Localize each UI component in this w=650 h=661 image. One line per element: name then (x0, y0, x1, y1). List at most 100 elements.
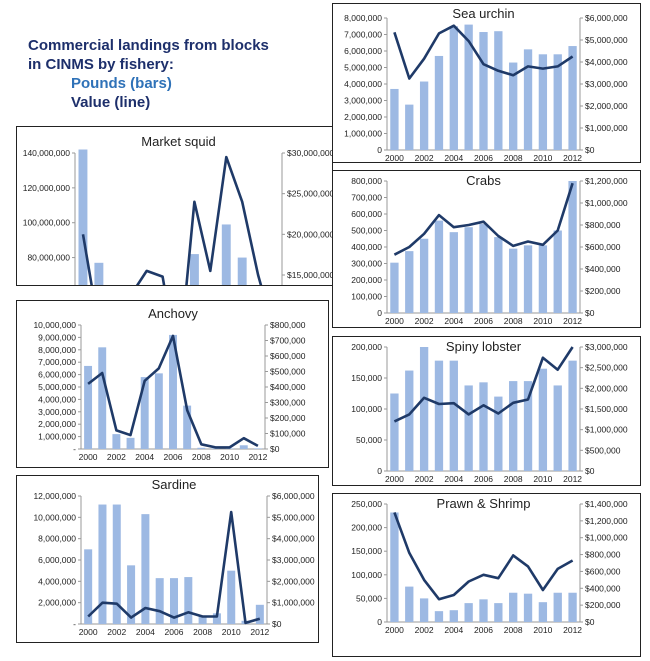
y-tick-label-left: 7,000,000 (38, 357, 76, 367)
y-tick-label-left: 100,000 (351, 404, 382, 414)
x-tick-label: 2012 (563, 153, 582, 162)
y-tick-label-left: 2,000,000 (38, 598, 76, 608)
chart-panel-sea-urchin: Sea urchin 8,000,000 7,000,000 6,000,000 5,0… (332, 3, 641, 163)
y-tick-label-left: 200,000 (351, 523, 382, 533)
bar-pounds-2003 (434, 220, 444, 313)
y-tick-label-right: $3,000,000 (585, 342, 628, 352)
y-tick-label-left: 7,000,000 (344, 30, 382, 40)
bar-pounds-2007 (183, 405, 192, 449)
y-tick-label-left: 2,000,000 (38, 419, 76, 429)
y-tick-label-left: 2,000,000 (344, 112, 382, 122)
y-tick-label-right: $600,000 (585, 566, 621, 576)
bar-pounds-2010 (538, 602, 548, 622)
bar-pounds-2003 (127, 565, 136, 624)
chart-crabs: Crabs 800,000 700,000 600,000 500,000 400,000… (351, 173, 628, 326)
line-value (81, 155, 263, 285)
bar-pounds-2001 (405, 370, 414, 471)
bar-pounds-2000 (390, 512, 399, 622)
x-tick-label: 2012 (248, 452, 267, 462)
bar-pounds-2002 (419, 238, 429, 313)
y-tick-label-right: $1,000,000 (272, 598, 315, 608)
y-tick-label-left: 1,000,000 (38, 432, 76, 442)
y-tick-label-right: $2,000,000 (585, 383, 628, 393)
bar-pounds-2006 (479, 382, 488, 471)
bar-pounds-2006 (479, 32, 488, 150)
line-value (393, 24, 574, 80)
bar-pounds-2008 (197, 447, 206, 449)
line-value (87, 510, 261, 625)
y-tick-label-right: $1,500,000 (585, 404, 628, 414)
y-tick-label-left: 4,000,000 (38, 394, 76, 404)
y-tick-label-left: 200,000 (351, 342, 382, 352)
bar-pounds-2007 (494, 396, 503, 471)
x-tick-label: 2000 (385, 474, 404, 484)
bar-pounds-2012 (568, 181, 577, 313)
bar-pounds-2011 (239, 445, 248, 449)
y-tick-label-left: 6,000,000 (38, 370, 76, 380)
y-tick-label-right: $600,000 (270, 351, 306, 361)
x-tick-label: 2000 (79, 627, 98, 637)
bar-pounds-2004 (449, 360, 458, 471)
y-tick-label-right: $400,000 (270, 382, 306, 392)
bar-pounds-2008 (198, 615, 207, 624)
bar-pounds-2004 (141, 514, 150, 624)
y-tick-label-left: 100,000 (351, 570, 382, 580)
y-tick-label-right: $200,000 (585, 286, 621, 296)
y-tick-label-right: $1,200,000 (585, 516, 628, 526)
bar-pounds-2011 (553, 592, 562, 622)
x-tick-label: 2002 (415, 625, 434, 635)
x-tick-label: 2010 (533, 153, 552, 162)
y-tick-label-left: 150,000 (351, 546, 382, 556)
bar-pounds-2002 (419, 347, 429, 471)
y-tick-label-right: $1,400,000 (585, 499, 628, 509)
bar-pounds-2005 (154, 373, 163, 449)
bar-pounds-2001 (405, 104, 414, 150)
x-tick-label: 2006 (474, 474, 493, 484)
y-tick-label-left: 100,000 (351, 292, 382, 302)
y-tick-label-left: 120,000,000 (23, 183, 71, 193)
y-tick-label-right: $5,000,000 (272, 512, 315, 522)
y-tick-label-right: $2,000,000 (585, 101, 628, 111)
y-tick-label-right: $800,000 (585, 550, 621, 560)
bar-pounds-2000 (390, 262, 399, 313)
y-tick-label-left: 600,000 (351, 209, 382, 219)
y-tick-label-left: 6,000,000 (38, 555, 76, 565)
bar-pounds-2000 (84, 365, 93, 449)
y-tick-label-left: 80,000,000 (27, 253, 70, 263)
y-tick-label-right: $20,000,000 (287, 229, 332, 239)
y-tick-label-left: 0 (377, 617, 382, 627)
y-tick-label-right: $1,000,000 (585, 198, 628, 208)
bar-pounds-2000 (84, 549, 93, 624)
x-tick-label: 2010 (222, 627, 241, 637)
y-tick-label-right: $200,000 (270, 413, 306, 423)
chart-market-squid: Market squid 140,000,000 120,000,000 100,00… (23, 134, 332, 285)
y-tick-label-left: 3,000,000 (344, 96, 382, 106)
y-tick-label-right: $700,000 (270, 336, 306, 346)
bar-pounds-2006 (479, 223, 488, 313)
bar-pounds-2000 (390, 88, 399, 150)
bar-pounds-2009 (523, 49, 533, 150)
chart-prawn-shrimp: Prawn & Shrimp 250,000 200,000 150,000 100,0… (351, 496, 628, 635)
heading-line-1: Commercial landings from blocks (28, 37, 269, 54)
y-tick-label-right: $400,000 (585, 583, 621, 593)
bar-pounds-2003 (434, 55, 444, 151)
bar-pounds-2001 (405, 586, 414, 622)
chart-panel-spiny-lobster: Spiny lobster 200,000 150,000 100,000 50,000… (332, 336, 641, 486)
y-tick-label-left: 250,000 (351, 499, 382, 509)
bar-pounds-2010 (538, 368, 548, 471)
bar-pounds-2007 (184, 577, 193, 624)
bar-pounds-2008 (509, 62, 518, 150)
y-tick-label-right: $3,000,000 (585, 79, 628, 89)
bar-pounds-2000 (78, 149, 88, 285)
y-tick-label-right: $0 (585, 466, 595, 476)
y-tick-label-left: 4,000,000 (38, 576, 76, 586)
x-tick-label: 2004 (444, 153, 463, 162)
bar-pounds-2006 (479, 599, 488, 622)
y-tick-label-left: 8,000,000 (38, 345, 76, 355)
x-tick-label: 2008 (192, 452, 211, 462)
y-tick-label-right: $1,000,000 (585, 533, 628, 543)
x-tick-label: 2010 (533, 316, 552, 326)
y-tick-label-right: $0 (585, 145, 595, 155)
bar-pounds-2004 (449, 232, 458, 313)
bar-pounds-2000 (390, 393, 399, 471)
